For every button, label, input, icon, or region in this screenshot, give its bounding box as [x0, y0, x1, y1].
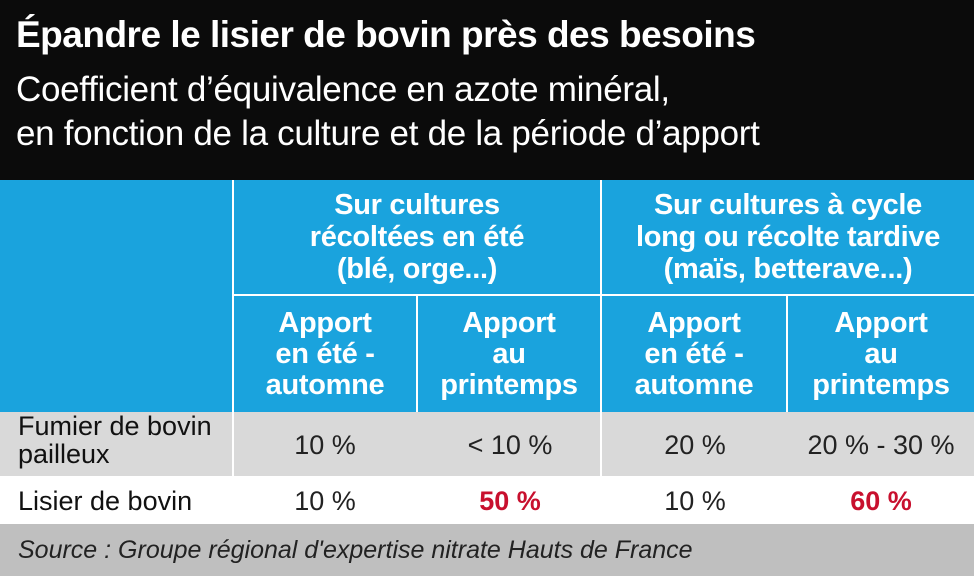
row-label-line: Lisier de bovin	[18, 486, 193, 516]
divider	[600, 180, 602, 412]
subheader-line: automne	[634, 368, 754, 401]
divider	[232, 180, 234, 412]
group-header-line: (blé, orge...)	[336, 253, 498, 285]
row-divider	[0, 476, 974, 478]
row-label-line: Fumier de bovin	[18, 411, 212, 441]
group-header-summer-crops: Sur cultures récoltées en été (blé, orge…	[234, 180, 600, 294]
group-header-long-cycle-crops: Sur cultures à cycle long ou récolte tar…	[602, 180, 974, 294]
row-label-fumier: Fumier de bovin pailleux	[0, 412, 232, 478]
subheader-line: en été -	[644, 337, 744, 370]
table-cell: 10 %	[602, 478, 788, 524]
divider	[600, 412, 602, 478]
table-cell-highlight: 60 %	[788, 478, 974, 524]
divider	[232, 412, 234, 478]
table-cell-highlight: 50 %	[418, 478, 602, 524]
row-label-line: pailleux	[18, 439, 110, 469]
group-header-line: récoltées en été	[309, 221, 525, 253]
subheader-line: en été -	[275, 337, 375, 370]
subheader-line: printemps	[812, 368, 950, 401]
table-cell: 10 %	[232, 478, 418, 524]
table-cell: < 10 %	[418, 412, 602, 478]
source-note: Source : Groupe régional d'expertise nit…	[0, 524, 974, 576]
subheader-line: au	[492, 337, 526, 370]
subheader-summer-autumn-1: Apport en été - automne	[234, 296, 416, 412]
divider	[786, 294, 788, 412]
subheader-spring-2: Apport au printemps	[788, 296, 974, 412]
table-cell: 20 % - 30 %	[788, 412, 974, 478]
page-title: Épandre le lisier de bovin près des beso…	[16, 14, 756, 55]
group-header-line: (maïs, betterave...)	[663, 253, 913, 285]
subheader-line: Apport	[462, 306, 556, 339]
group-header-line: Sur cultures à cycle	[653, 189, 923, 221]
group-header-line: long ou récolte tardive	[635, 221, 941, 253]
subheader-spring-1: Apport au printemps	[418, 296, 600, 412]
subtitle: Coefficient d’équivalence en azote minér…	[16, 68, 760, 156]
subtitle-line-1: Coefficient d’équivalence en azote minér…	[16, 70, 670, 109]
table-cell: 10 %	[232, 412, 418, 478]
subheader-line: printemps	[440, 368, 578, 401]
subtitle-line-2: en fonction de la culture et de la pério…	[16, 114, 760, 153]
subheader-summer-autumn-2: Apport en été - automne	[602, 296, 786, 412]
header-corner-cell	[0, 180, 232, 412]
subheader-line: Apport	[647, 306, 741, 339]
subheader-line: automne	[265, 368, 385, 401]
row-label-lisier: Lisier de bovin	[0, 478, 232, 524]
group-header-line: Sur cultures	[334, 189, 500, 221]
subheader-line: Apport	[834, 306, 928, 339]
subheader-line: Apport	[278, 306, 372, 339]
table-cell: 20 %	[602, 412, 788, 478]
header-band: Épandre le lisier de bovin près des beso…	[0, 0, 974, 180]
divider	[416, 294, 418, 412]
subheader-line: au	[864, 337, 898, 370]
